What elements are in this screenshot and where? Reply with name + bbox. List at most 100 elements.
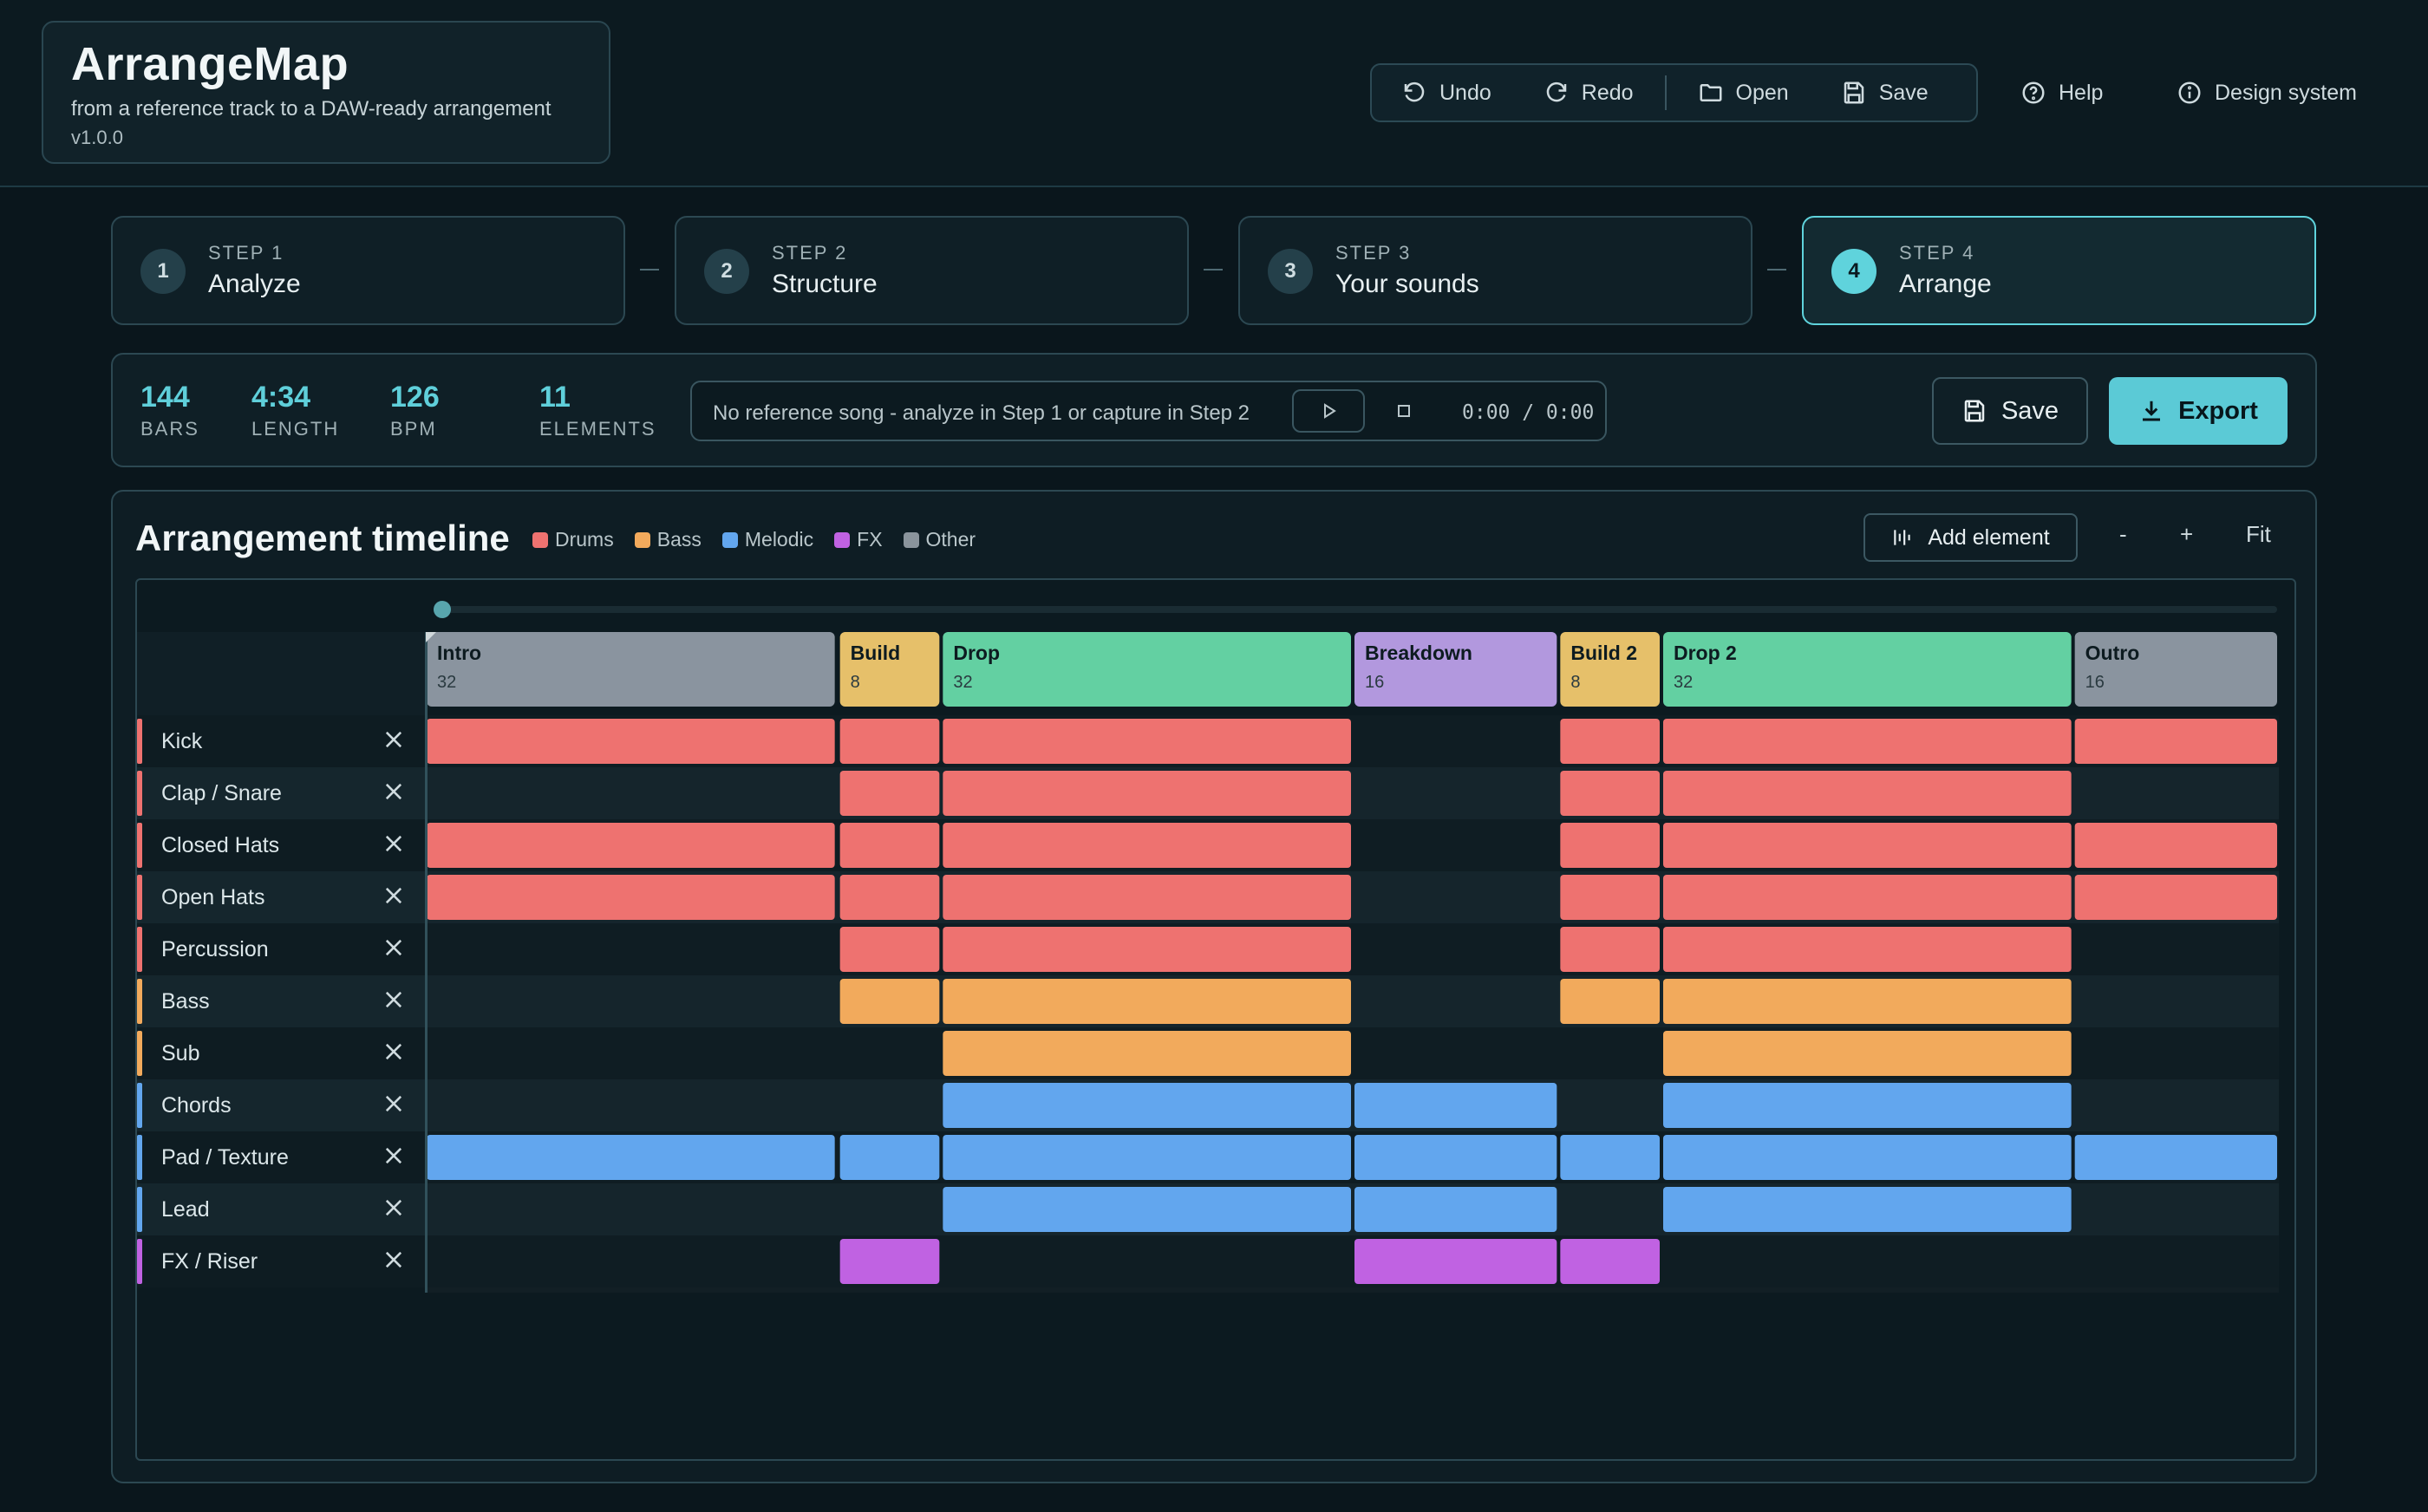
play-button[interactable] bbox=[1292, 389, 1365, 433]
clip-block[interactable] bbox=[839, 719, 940, 764]
add-element-button[interactable]: Add element bbox=[1863, 513, 2078, 562]
clip-block[interactable] bbox=[1560, 719, 1660, 764]
clip-block[interactable] bbox=[1560, 771, 1660, 816]
step-analyze[interactable]: 1 STEP 1 Analyze bbox=[111, 216, 625, 325]
clip-block[interactable] bbox=[1560, 823, 1660, 868]
clip-block[interactable] bbox=[839, 1135, 940, 1180]
clip-block[interactable] bbox=[943, 875, 1351, 920]
clip-block[interactable] bbox=[1663, 771, 2072, 816]
section-block[interactable] bbox=[839, 632, 940, 707]
track-row-header[interactable]: Percussion bbox=[137, 923, 427, 975]
help-button[interactable]: Help bbox=[2020, 63, 2103, 122]
clip-block[interactable] bbox=[943, 1083, 1351, 1128]
clip-block[interactable] bbox=[943, 719, 1351, 764]
clip-block[interactable] bbox=[1663, 979, 2072, 1024]
track-row-header[interactable]: Bass bbox=[137, 975, 427, 1027]
clip-block[interactable] bbox=[427, 719, 835, 764]
clip-block[interactable] bbox=[1560, 979, 1660, 1024]
remove-track-button[interactable] bbox=[382, 1248, 406, 1272]
clip-block[interactable] bbox=[1354, 1083, 1557, 1128]
remove-track-button[interactable] bbox=[382, 779, 406, 804]
clip-block[interactable] bbox=[1354, 1135, 1557, 1180]
section-block[interactable] bbox=[427, 632, 835, 707]
clip-block[interactable] bbox=[1663, 1187, 2072, 1232]
track-row-header[interactable]: Lead bbox=[137, 1183, 427, 1235]
zoom-out-button[interactable]: - bbox=[2119, 521, 2127, 547]
clip-block[interactable] bbox=[839, 1239, 940, 1284]
clip-block[interactable] bbox=[943, 1135, 1351, 1180]
clip-block[interactable] bbox=[2074, 1135, 2277, 1180]
clip-block[interactable] bbox=[839, 875, 940, 920]
step-your-sounds[interactable]: 3 STEP 3 Your sounds bbox=[1238, 216, 1752, 325]
save-arrangement-button[interactable]: Save bbox=[1932, 377, 2088, 445]
zoom-in-button[interactable]: + bbox=[2180, 521, 2194, 547]
stat-bars-value: 144 bbox=[140, 381, 190, 414]
scrub-track[interactable] bbox=[441, 606, 2277, 613]
clip-block[interactable] bbox=[839, 771, 940, 816]
section-block[interactable] bbox=[943, 632, 1351, 707]
step-structure[interactable]: 2 STEP 2 Structure bbox=[675, 216, 1189, 325]
clip-block[interactable] bbox=[1663, 927, 2072, 972]
legend-swatch bbox=[634, 531, 650, 548]
track-row-header[interactable]: Closed Hats bbox=[137, 819, 427, 871]
export-button[interactable]: Export bbox=[2109, 377, 2288, 445]
clip-block[interactable] bbox=[839, 927, 940, 972]
clip-block[interactable] bbox=[943, 1031, 1351, 1076]
clip-block[interactable] bbox=[1560, 875, 1660, 920]
clip-block[interactable] bbox=[2074, 875, 2277, 920]
clip-block[interactable] bbox=[1663, 1135, 2072, 1180]
clip-block[interactable] bbox=[2074, 823, 2277, 868]
open-button[interactable]: Open bbox=[1698, 65, 1789, 121]
track-row-header[interactable]: Open Hats bbox=[137, 871, 427, 923]
clip-block[interactable] bbox=[427, 823, 835, 868]
remove-track-button[interactable] bbox=[382, 1196, 406, 1220]
timeline-canvas[interactable]: Intro 32 Build 8 Drop 32 Breakdown 16 Build 2 8 Dr… bbox=[427, 632, 2279, 1293]
remove-track-button[interactable] bbox=[382, 935, 406, 960]
clip-block[interactable] bbox=[1560, 1135, 1660, 1180]
clip-block[interactable] bbox=[943, 927, 1351, 972]
fit-button[interactable]: Fit bbox=[2246, 521, 2271, 547]
remove-track-button[interactable] bbox=[382, 1144, 406, 1168]
section-block[interactable] bbox=[1560, 632, 1660, 707]
clip-block[interactable] bbox=[943, 979, 1351, 1024]
save-button[interactable]: Save bbox=[1841, 65, 1929, 121]
scrub-handle[interactable] bbox=[434, 601, 451, 618]
section-block[interactable] bbox=[1663, 632, 2072, 707]
clip-block[interactable] bbox=[1663, 1031, 2072, 1076]
remove-track-button[interactable] bbox=[382, 727, 406, 752]
section-block[interactable] bbox=[2074, 632, 2277, 707]
track-row-header[interactable]: Sub bbox=[137, 1027, 427, 1079]
remove-track-button[interactable] bbox=[382, 883, 406, 908]
track-row-header[interactable]: Clap / Snare bbox=[137, 767, 427, 819]
remove-track-button[interactable] bbox=[382, 1040, 406, 1064]
clip-block[interactable] bbox=[839, 823, 940, 868]
clip-block[interactable] bbox=[1354, 1187, 1557, 1232]
track-row-header[interactable]: Chords bbox=[137, 1079, 427, 1131]
section-block[interactable] bbox=[1354, 632, 1557, 707]
remove-track-button[interactable] bbox=[382, 1092, 406, 1116]
clip-block[interactable] bbox=[427, 1135, 835, 1180]
clip-block[interactable] bbox=[1354, 1239, 1557, 1284]
track-row-header[interactable]: FX / Riser bbox=[137, 1235, 427, 1287]
remove-track-button[interactable] bbox=[382, 831, 406, 856]
track-row-header[interactable]: Kick bbox=[137, 715, 427, 767]
remove-track-button[interactable] bbox=[382, 987, 406, 1012]
clip-block[interactable] bbox=[1663, 719, 2072, 764]
clip-block[interactable] bbox=[839, 979, 940, 1024]
clip-block[interactable] bbox=[1663, 823, 2072, 868]
step-arrange[interactable]: 4 STEP 4 Arrange bbox=[1802, 216, 2316, 325]
clip-block[interactable] bbox=[1663, 875, 2072, 920]
redo-button[interactable]: Redo bbox=[1544, 65, 1634, 121]
clip-block[interactable] bbox=[943, 823, 1351, 868]
track-row-header[interactable]: Pad / Texture bbox=[137, 1131, 427, 1183]
clip-block[interactable] bbox=[1560, 927, 1660, 972]
clip-block[interactable] bbox=[943, 1187, 1351, 1232]
stop-button[interactable] bbox=[1382, 389, 1426, 433]
undo-button[interactable]: Undo bbox=[1401, 65, 1491, 121]
clip-block[interactable] bbox=[943, 771, 1351, 816]
design-system-button[interactable]: Design system bbox=[2177, 63, 2357, 122]
clip-block[interactable] bbox=[1663, 1083, 2072, 1128]
clip-block[interactable] bbox=[2074, 719, 2277, 764]
clip-block[interactable] bbox=[427, 875, 835, 920]
clip-block[interactable] bbox=[1560, 1239, 1660, 1284]
